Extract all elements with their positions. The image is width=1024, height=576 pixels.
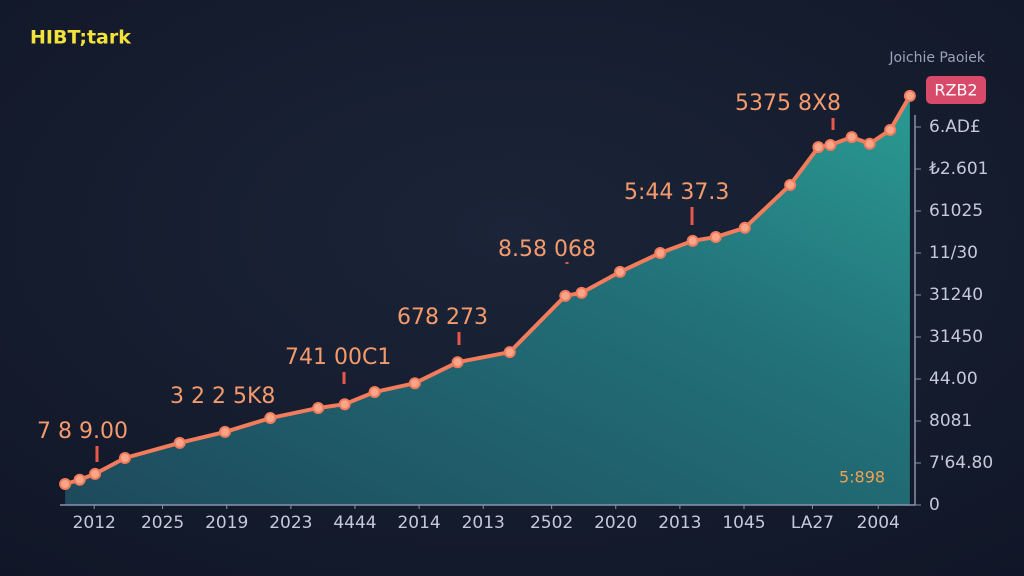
x-tick-label: 2014 <box>397 513 440 533</box>
y-tick-label: 44.00 <box>929 369 978 389</box>
x-tick-label: 2025 <box>141 513 184 533</box>
point <box>738 221 751 234</box>
point <box>118 451 131 464</box>
point <box>654 247 667 259</box>
x-tick-label: 4444 <box>333 513 376 533</box>
annotation: 741 00C1 <box>285 345 391 370</box>
point <box>219 425 232 438</box>
point <box>863 137 876 150</box>
point <box>451 356 464 369</box>
y-tick-label: 6.AD£ <box>929 117 981 137</box>
y-tick-label: 0 <box>929 495 940 515</box>
y-tick-label: 7'64.80 <box>929 453 993 473</box>
x-tick-label: 2004 <box>857 513 900 533</box>
badge: RZB2 <box>934 81 977 100</box>
x-tick-label: 1045 <box>722 513 765 533</box>
annotation: 7 8 9.00 <box>37 419 128 444</box>
annotation: 3 2 2 5K8 <box>170 384 275 409</box>
annotation: 678 273 <box>397 305 488 330</box>
point <box>614 265 627 278</box>
annotation: 5375 8X8 <box>735 91 841 116</box>
badge-box <box>926 76 986 104</box>
point <box>845 131 858 144</box>
point <box>784 178 797 191</box>
y-tick-label: 31450 <box>929 327 983 347</box>
area <box>65 95 910 506</box>
point <box>709 231 722 244</box>
y-tick-label: 8081 <box>929 411 972 431</box>
point <box>73 473 86 486</box>
point <box>173 436 186 449</box>
annotation: 5:44 37.3 <box>624 180 729 205</box>
point <box>408 377 421 390</box>
x-tick-label: 2023 <box>269 513 312 533</box>
footnote: 5:898 <box>839 468 885 487</box>
point <box>824 139 837 152</box>
y-tick-label: 11/30 <box>929 243 978 263</box>
annotation: 8.58 068 <box>498 237 596 262</box>
x-tick-label: 2012 <box>73 513 116 533</box>
point <box>312 401 325 414</box>
point <box>338 398 351 411</box>
x-tick-label: 2020 <box>594 513 637 533</box>
point <box>503 346 516 359</box>
point <box>89 467 102 480</box>
y-tick-label: 31240 <box>929 285 983 305</box>
point <box>59 478 72 490</box>
point <box>559 289 572 302</box>
point <box>884 123 897 136</box>
point <box>903 89 916 102</box>
x-tick-label: LA27 <box>791 513 834 533</box>
y-tick-label: ₺2.601 <box>929 159 988 179</box>
caption: Joichie Paoiek <box>888 50 986 66</box>
point <box>812 141 825 154</box>
x-tick-label: 2019 <box>205 513 248 533</box>
x-tick-label: 2502 <box>530 513 573 533</box>
logo: HIBT;tark <box>30 27 131 49</box>
point <box>686 234 699 247</box>
point <box>575 286 588 299</box>
point <box>264 412 277 425</box>
x-tick-label: 2013 <box>462 513 505 533</box>
point <box>368 386 381 399</box>
x-tick-label: 2013 <box>658 513 701 533</box>
y-tick-label: 61025 <box>929 201 983 221</box>
